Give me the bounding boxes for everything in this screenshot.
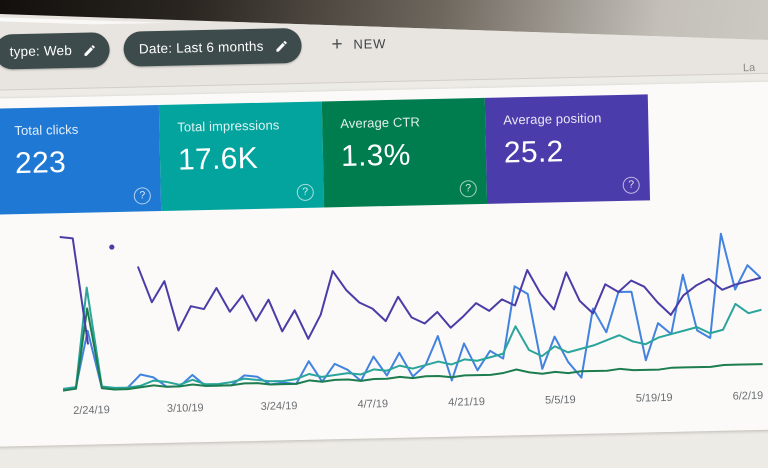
metrics-row: Total clicks 223 ? Total impressions 17.… [0,91,768,215]
edit-pencil-icon[interactable] [83,43,97,57]
chart-line-impressions [62,286,763,390]
metric-value: 223 [14,146,67,181]
metric-value: 17.6K [177,141,259,177]
metric-label: Total clicks [14,121,79,139]
chart-line-position [137,266,762,340]
help-icon[interactable]: ? [133,187,152,205]
chart-point-position [109,244,115,250]
plus-icon: + [331,33,344,55]
x-axis-tick: 3/24/19 [260,400,298,413]
help-icon[interactable]: ? [622,176,640,194]
chart-line-clicks [62,232,762,391]
chart-line-ctr [62,307,763,392]
x-axis-tick: 5/5/19 [544,393,576,407]
x-axis-tick: 3/10/19 [166,402,204,415]
filter-chip-search-type[interactable]: type: Web [0,32,111,70]
x-axis-tick: 5/19/19 [635,391,673,405]
help-icon[interactable]: ? [296,183,314,202]
page-background: Total clicks 223 ? Total impressions 17.… [0,73,768,468]
performance-chart [59,212,763,395]
x-axis-tick: 6/2/19 [732,389,764,403]
chart-svg [59,232,763,392]
x-axis-tick: 4/21/19 [448,395,486,409]
chart-line-position [59,236,89,345]
metric-label: Average CTR [340,114,421,132]
metric-label: Total impressions [177,117,280,135]
new-filter-label: NEW [353,36,387,52]
help-icon[interactable]: ? [459,180,477,198]
partial-text-last-updated: La [742,62,756,75]
metric-card-average-position[interactable]: Average position 25.2 ? [484,94,651,204]
metric-label: Average position [503,110,602,128]
metric-card-total-impressions[interactable]: Total impressions 17.6K ? [158,101,325,211]
metric-card-average-ctr[interactable]: Average CTR 1.3% ? [321,97,488,208]
new-filter-button[interactable]: + NEW [331,26,386,62]
x-axis-tick: 4/7/19 [357,398,389,411]
metric-value: 25.2 [503,135,564,170]
filter-chip-label: Date: Last 6 months [138,38,264,57]
filter-chip-label: type: Web [9,42,73,60]
performance-panel: Total clicks 223 ? Total impressions 17.… [0,81,768,447]
filter-chip-date-range[interactable]: Date: Last 6 months [123,27,302,67]
x-axis-tick: 2/24/19 [73,404,110,417]
app-content: type: Web Date: Last 6 months + NEW La [0,14,768,468]
filters-toolbar: type: Web Date: Last 6 months + NEW La [0,14,768,91]
edit-pencil-icon[interactable] [274,39,288,53]
metric-value: 1.3% [340,138,411,174]
metric-card-total-clicks[interactable]: Total clicks 223 ? [0,105,162,215]
